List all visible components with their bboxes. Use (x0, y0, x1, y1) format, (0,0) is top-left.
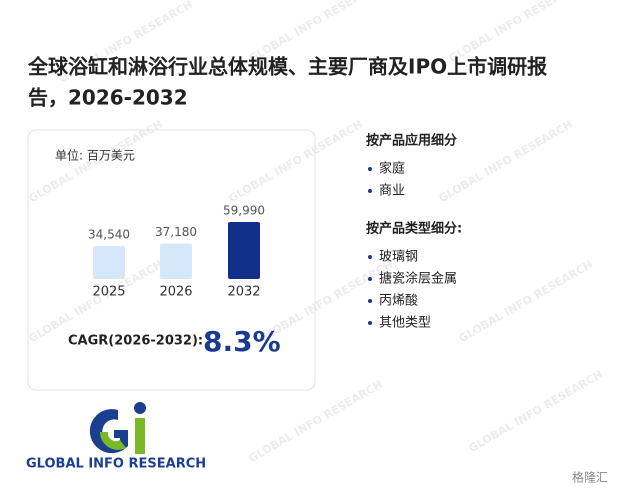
segment-item: 其他类型 (379, 316, 431, 331)
bullet (368, 277, 372, 281)
value-label: 59,990 (223, 204, 265, 218)
segment-item: 搪瓷涂层金属 (379, 271, 457, 287)
title-line: 告，2026-2032 (28, 86, 188, 110)
logo-text: GLOBAL INFO RESEARCH (26, 457, 206, 472)
segment-item: 玻璃钢 (379, 250, 418, 265)
bullet (368, 255, 372, 259)
bar (160, 243, 192, 279)
bar (228, 222, 260, 279)
logo-g (89, 409, 128, 454)
value-label: 34,540 (88, 228, 130, 242)
chart-card (27, 129, 316, 391)
segment-item: 丙烯酸 (379, 294, 418, 309)
watermark: GLOBAL INFO RESEARCH (457, 258, 596, 345)
unit-label: 单位: 百万美元 (55, 148, 135, 163)
x-tick-label: 2026 (159, 285, 192, 300)
bullet (368, 189, 372, 193)
watermark: GLOBAL INFO RESEARCH (247, 378, 386, 465)
logo-g-green (100, 432, 126, 450)
bullet (368, 321, 372, 325)
logo (89, 402, 146, 454)
logo-i-dot (134, 402, 146, 414)
watermark: GLOBAL INFO RESEARCH (227, 118, 366, 205)
value-label: 37,180 (155, 225, 197, 239)
x-tick-label: 2032 (227, 285, 260, 300)
watermark: GLOBAL INFO RESEARCH (467, 368, 606, 455)
bullet (368, 167, 372, 171)
x-tick-label: 2025 (92, 285, 125, 300)
cagr-label: CAGR(2026-2032): (68, 334, 203, 349)
bullet (368, 299, 372, 303)
bar (93, 246, 125, 279)
cagr-value: 8.3% (203, 325, 281, 358)
logo-i (135, 418, 145, 454)
segment-item: 商业 (379, 184, 405, 199)
segment-item: 家庭 (379, 161, 405, 177)
segment-title: 按产品类型细分: (366, 221, 462, 237)
watermark: GLOBAL INFO RESEARCH (437, 118, 576, 205)
corner-mark: 格隆汇 (572, 470, 608, 485)
title-line: 全球浴缸和淋浴行业总体规模、主要厂商及IPO上市调研报 (27, 55, 547, 79)
segment-title: 按产品应用细分 (366, 133, 457, 149)
